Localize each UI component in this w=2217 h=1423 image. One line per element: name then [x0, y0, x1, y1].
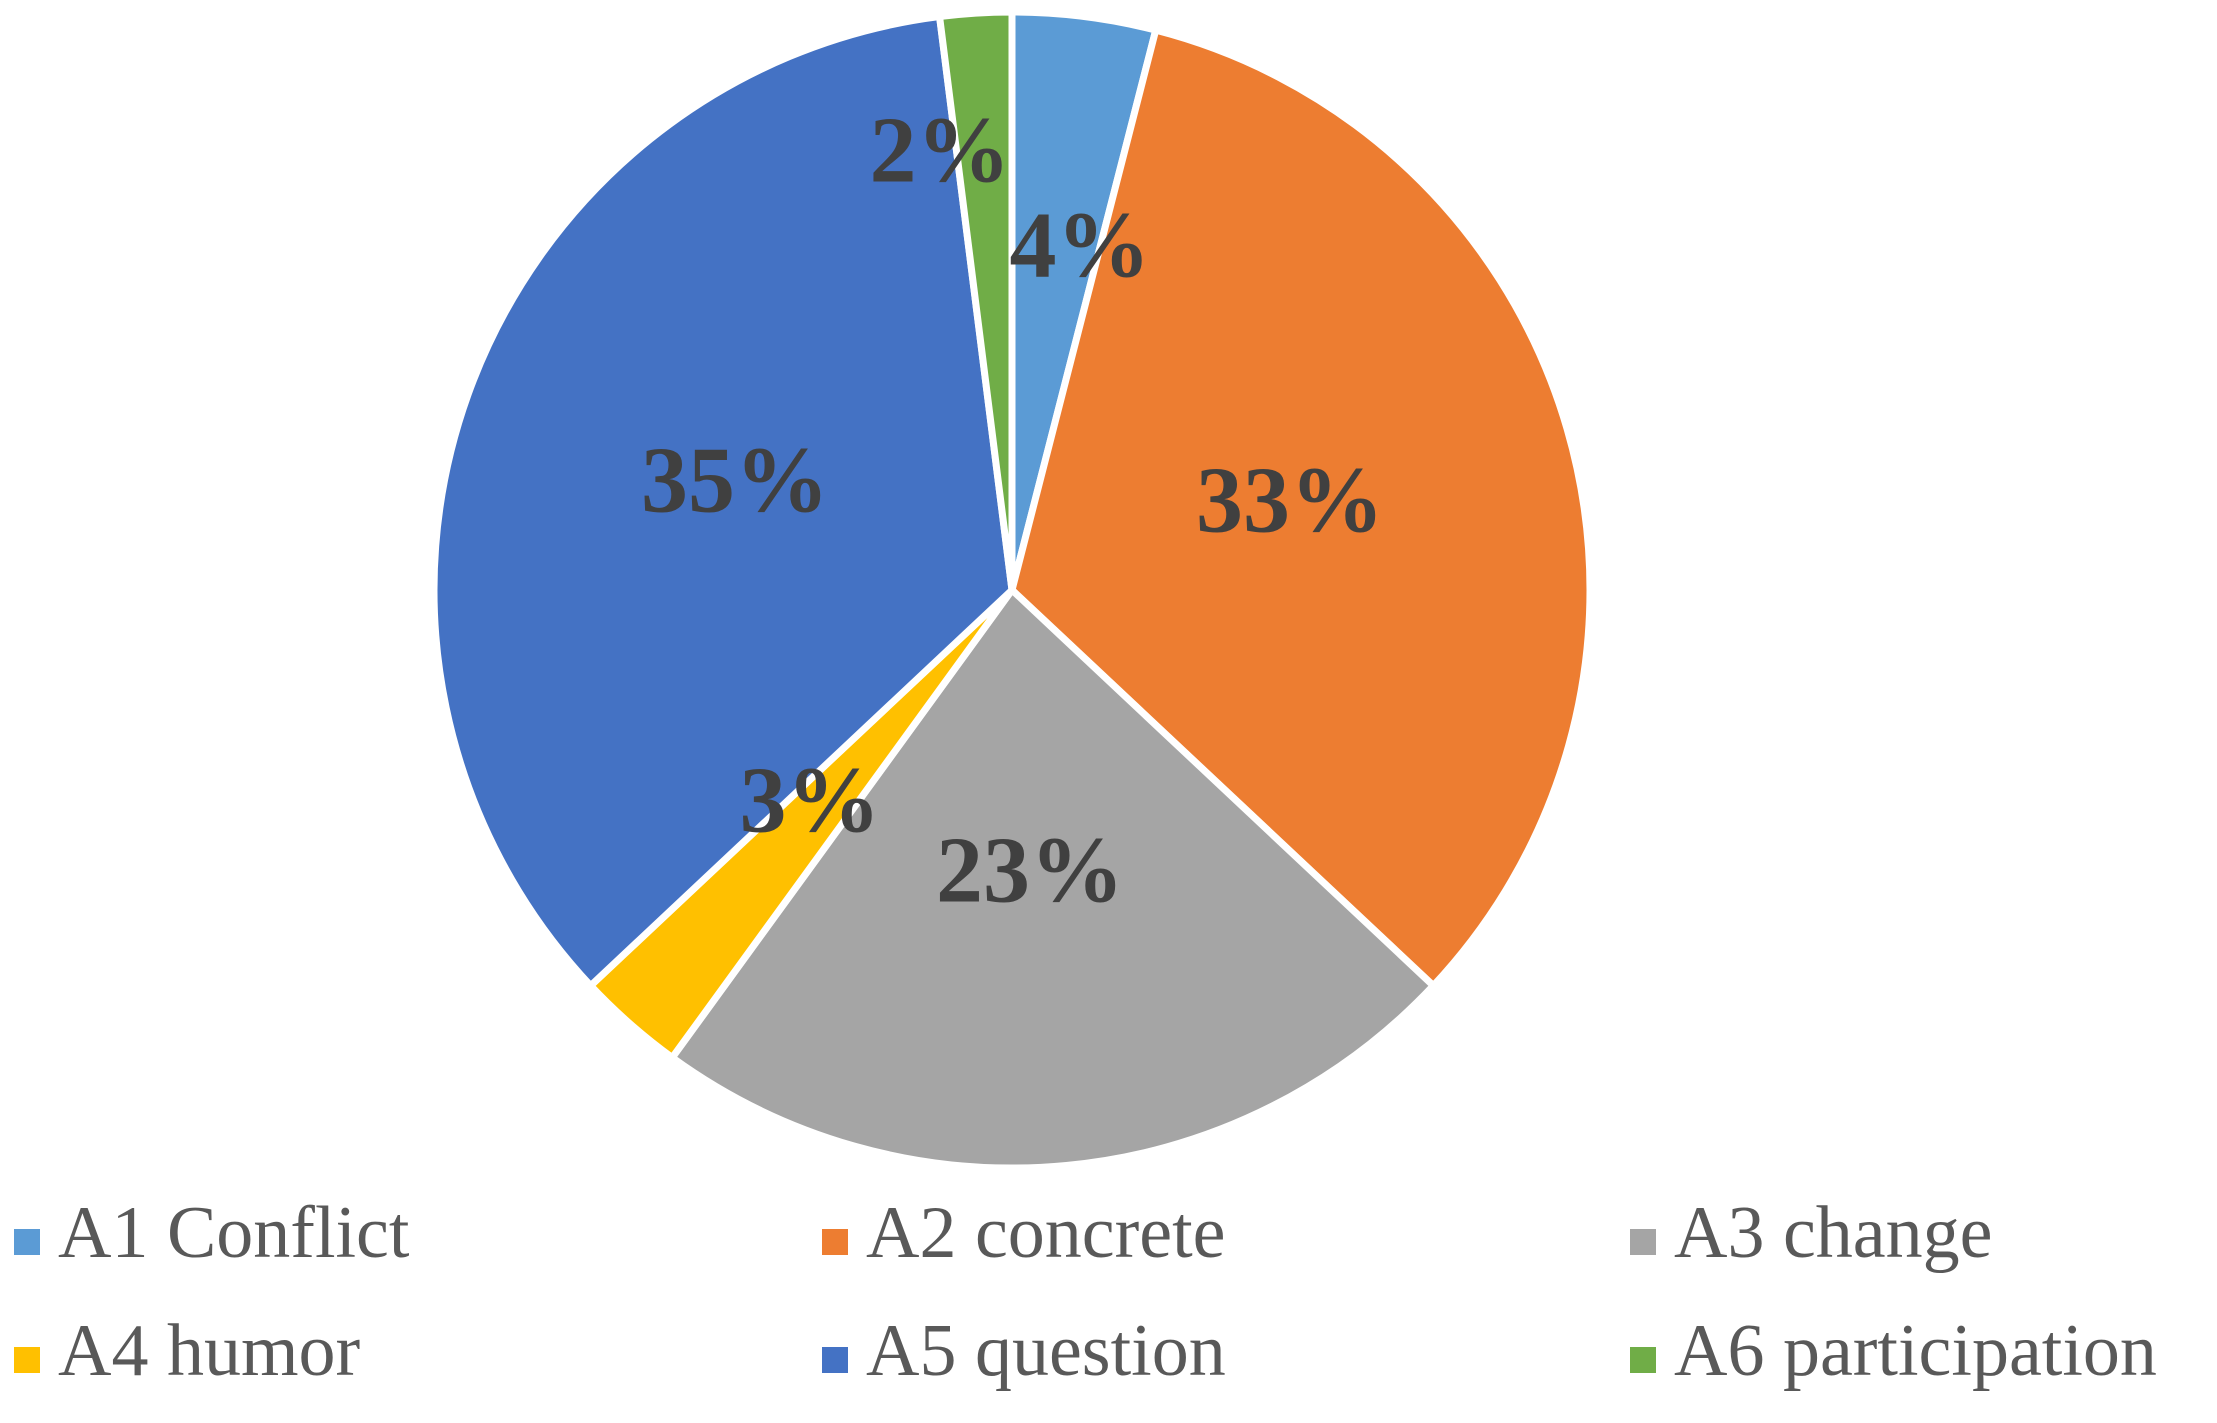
data-label-3: 23%: [936, 819, 1124, 923]
legend-swatch-4: [14, 1347, 40, 1373]
pie-slice-5: [430, 13, 1016, 990]
pie-slice-6: [936, 8, 1016, 594]
legend-swatch-2: [822, 1229, 848, 1255]
legend-item-3: A3 change: [1630, 1192, 1992, 1274]
legend-swatch-5: [822, 1347, 848, 1373]
legend-item-2: A2 concrete: [822, 1192, 1226, 1274]
legend-swatch-3: [1630, 1229, 1656, 1255]
legend-item-1: A1 Conflict: [14, 1192, 410, 1274]
pie-slice-2: [1008, 26, 1594, 990]
legend-swatch-6: [1630, 1347, 1656, 1373]
legend-label-3: A3 change: [1674, 1192, 1992, 1274]
legend: A1 Conflict A2 concrete A3 change A4 humor A…: [14, 1192, 2157, 1392]
legend-item-5: A5 question: [822, 1310, 1226, 1392]
legend-item-4: A4 humor: [14, 1310, 360, 1392]
legend-label-6: A6 participation: [1674, 1310, 2157, 1392]
data-label-4: 3%: [740, 749, 881, 853]
legend-label-1: A1 Conflict: [58, 1192, 410, 1274]
data-label-6: 2%: [870, 99, 1011, 203]
legend-label-5: A5 question: [866, 1310, 1226, 1392]
pie-slices: [430, 8, 1594, 1172]
data-label-5: 35%: [641, 429, 829, 533]
pie-data-labels: 4% 33% 23% 3% 35% 2%: [641, 99, 1384, 923]
legend-item-6: A6 participation: [1630, 1310, 2157, 1392]
legend-swatch-1: [14, 1229, 40, 1255]
data-label-1: 4%: [1010, 194, 1151, 298]
legend-label-4: A4 humor: [58, 1310, 360, 1392]
legend-label-2: A2 concrete: [866, 1192, 1226, 1274]
data-label-2: 33%: [1196, 449, 1384, 553]
pie-slice-3: [668, 586, 1437, 1172]
